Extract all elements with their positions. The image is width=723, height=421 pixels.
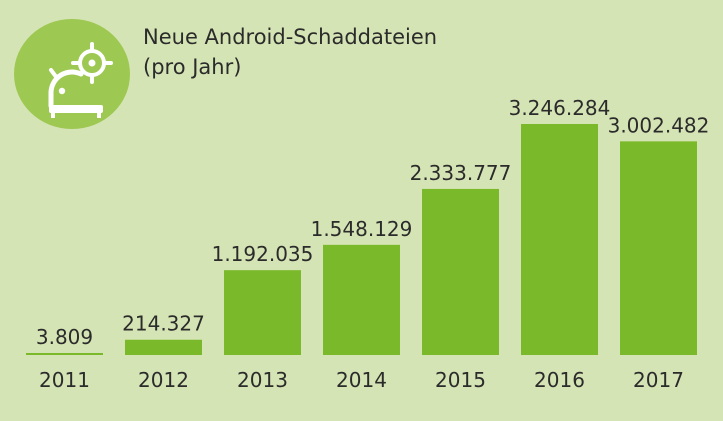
value-label-2013: 1.192.035	[212, 242, 314, 266]
chart-title-block: Neue Android-Schaddateien (pro Jahr)	[143, 22, 437, 82]
android-head	[48, 69, 84, 109]
bar-2016	[521, 124, 598, 355]
bar-2015	[422, 188, 499, 355]
bar-2014	[323, 244, 400, 355]
android-malware-target-icon	[14, 19, 130, 129]
category-label-2017: 2017	[633, 368, 684, 392]
bar-2011	[26, 353, 103, 355]
bar-2013	[224, 270, 301, 355]
android-antenna	[49, 68, 59, 80]
crosshair-dot	[88, 59, 96, 67]
android-body	[49, 105, 103, 113]
category-label-2011: 2011	[39, 368, 90, 392]
category-label-2014: 2014	[336, 368, 387, 392]
chart-subtitle: (pro Jahr)	[143, 55, 242, 79]
value-label-2016: 3.246.284	[509, 96, 611, 120]
value-label-2011: 3.809	[36, 325, 93, 349]
category-label-2012: 2012	[138, 368, 189, 392]
category-label-2015: 2015	[435, 368, 486, 392]
value-label-2015: 2.333.777	[410, 161, 512, 185]
android-eye	[58, 87, 66, 95]
bar-2017	[620, 141, 697, 355]
bar-2012	[125, 339, 202, 355]
category-label-2016: 2016	[534, 368, 585, 392]
value-label-2017: 3.002.482	[608, 113, 710, 137]
category-label-2013: 2013	[237, 368, 288, 392]
value-label-2014: 1.548.129	[311, 217, 413, 241]
chart-title: Neue Android-Schaddateien	[143, 25, 438, 49]
value-label-2012: 214.327	[122, 312, 205, 336]
